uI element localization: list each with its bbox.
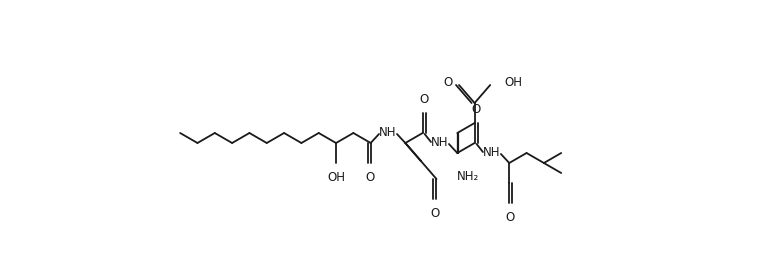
Text: O: O — [444, 76, 453, 88]
Text: O: O — [431, 207, 440, 220]
Text: O: O — [419, 93, 428, 106]
Text: O: O — [506, 211, 515, 224]
Text: NH₂: NH₂ — [457, 171, 479, 183]
Text: O: O — [471, 103, 480, 116]
Text: OH: OH — [504, 76, 522, 88]
Text: OH: OH — [327, 171, 345, 184]
Text: NH: NH — [431, 136, 449, 149]
Text: NH: NH — [380, 126, 397, 140]
Text: O: O — [365, 171, 374, 184]
Text: NH: NH — [483, 147, 501, 159]
